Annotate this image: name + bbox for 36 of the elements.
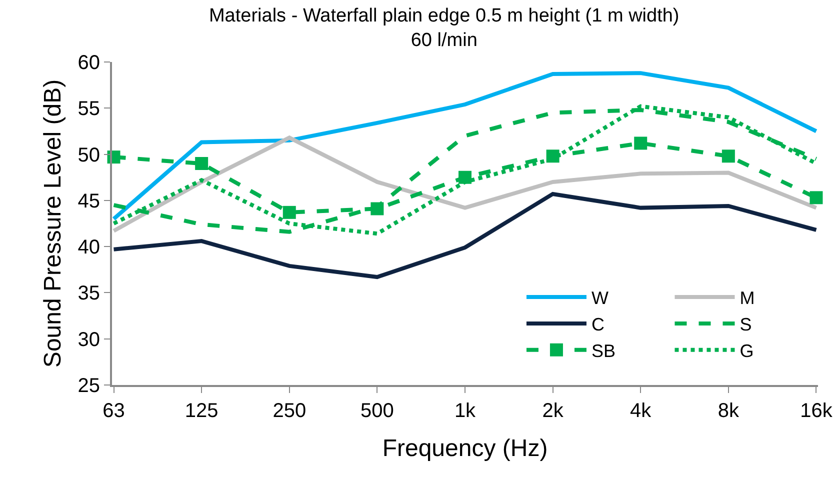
- x-tick-label: 8k: [718, 400, 740, 422]
- point: [370, 202, 384, 216]
- legend-label: C: [591, 314, 604, 334]
- point: [282, 206, 296, 219]
- legend-label: G: [740, 340, 754, 361]
- x-tick-label: 125: [184, 400, 218, 422]
- x-axis-title: Frequency (Hz): [382, 434, 548, 462]
- y-tick-label: 60: [78, 52, 100, 74]
- x-tick-label: 1k: [454, 400, 477, 422]
- y-tick-label: 35: [78, 282, 100, 305]
- legend-label: S: [740, 314, 752, 334]
- chart-title: Materials - Waterfall plain edge 0.5 m height (1 m width): [209, 5, 680, 26]
- y-axis-title: Sound Pressure Level (dB): [39, 79, 66, 368]
- point: [722, 150, 735, 163]
- y-tick-label: 30: [78, 328, 100, 351]
- line-series: [112, 136, 818, 233]
- y-tick-label: 50: [78, 144, 100, 166]
- legend-label: W: [591, 288, 608, 308]
- x-tick-label: 500: [360, 400, 394, 422]
- x-tick-label: 4k: [630, 400, 652, 422]
- line-series: [112, 192, 818, 280]
- x-tick-label: 250: [272, 400, 306, 422]
- point: [195, 157, 208, 170]
- point: [810, 191, 823, 204]
- x-tick-label: 63: [102, 400, 125, 422]
- chart-subtitle: 60 l/min: [410, 30, 478, 52]
- legend-label: SB: [591, 340, 616, 361]
- y-tick-label: 25: [78, 375, 100, 397]
- x-tick-label: 2k: [542, 400, 564, 422]
- x-tick-label: 16k: [800, 400, 834, 422]
- y-tick-label: 55: [78, 98, 100, 120]
- point: [634, 136, 648, 150]
- legend-label: M: [740, 288, 755, 308]
- y-tick-label: 45: [78, 190, 100, 212]
- line-series: [112, 71, 818, 221]
- y-tick-label: 40: [78, 236, 100, 259]
